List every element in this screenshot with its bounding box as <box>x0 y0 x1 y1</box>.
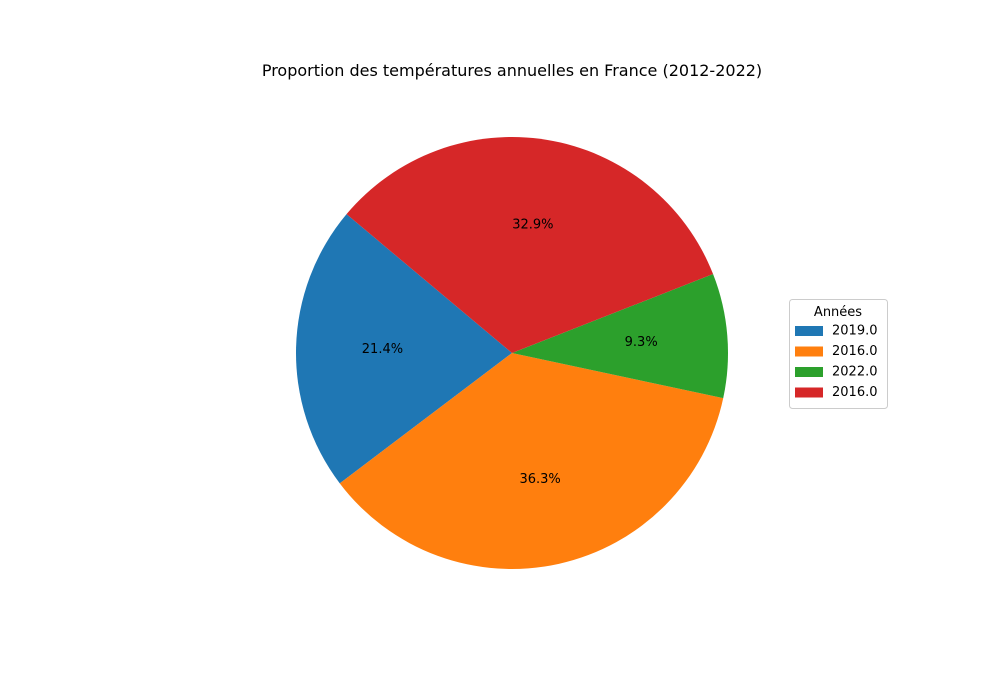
legend-title: Années <box>814 305 862 320</box>
pie-slices <box>295 136 728 569</box>
legend-swatch-2 <box>795 367 823 377</box>
legend-swatch-3 <box>795 387 823 398</box>
pie-percent-label-3: 32.9% <box>512 218 553 233</box>
pie-slice-2 <box>512 274 728 399</box>
legend-swatch-0 <box>795 326 823 336</box>
legend-label-2: 2022.0 <box>832 365 878 380</box>
pie-slice-0 <box>295 214 512 484</box>
legend-swatch-1 <box>795 346 823 357</box>
legend: Années 2019.0 2016.0 2022.0 2016.0 <box>789 299 888 409</box>
pie-slice-1 <box>339 353 724 569</box>
pie-percent-label-1: 36.3% <box>519 472 560 487</box>
pie-percent-label-2: 9.3% <box>625 335 658 350</box>
legend-label-1: 2016.0 <box>832 344 878 359</box>
legend-label-0: 2019.0 <box>832 324 878 339</box>
pie-percent-labels: 21.4% 36.3% 9.3% 32.9% <box>362 218 658 487</box>
pie-percent-label-0: 21.4% <box>362 342 403 357</box>
chart-title: Proportion des températures annuelles en… <box>262 61 762 80</box>
legend-label-3: 2016.0 <box>832 385 878 400</box>
pie-slice-3 <box>346 136 714 353</box>
